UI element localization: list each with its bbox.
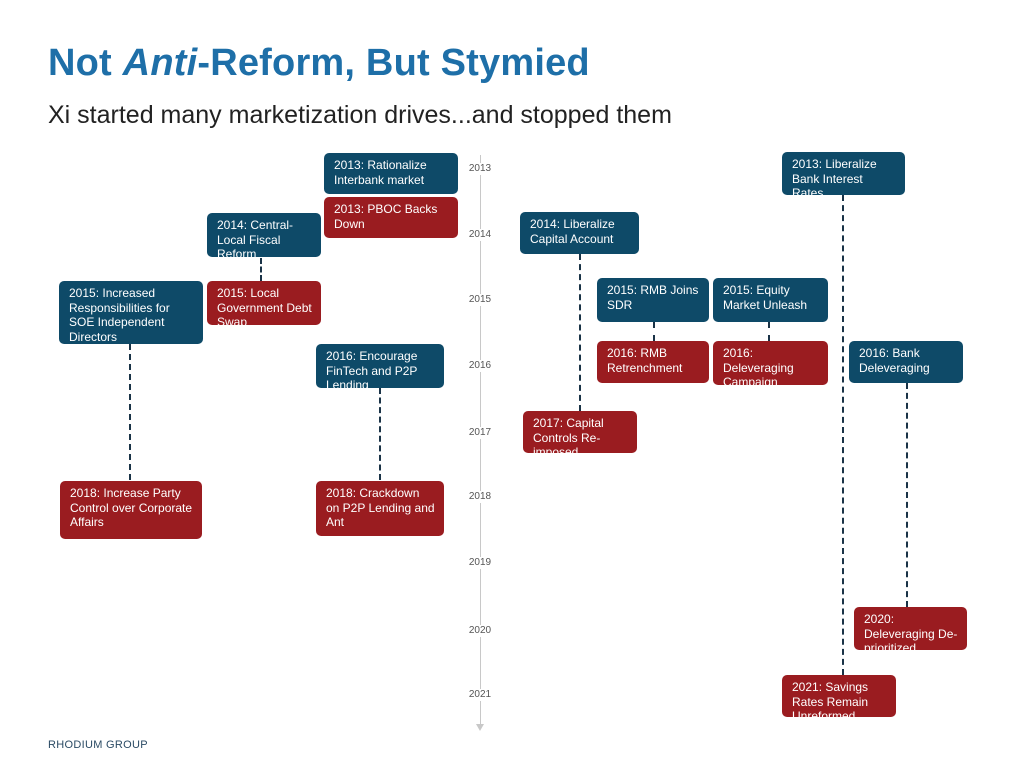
event-2014-capital: 2014: Liberalize Capital Account — [520, 212, 639, 254]
timeline-axis — [480, 155, 481, 725]
year-label-2015: 2015 — [465, 294, 495, 306]
footer-brand: RHODIUM GROUP — [48, 739, 148, 751]
event-2016-bank-delever: 2016: Bank Deleveraging — [849, 341, 963, 383]
event-2013-interbank: 2013: Rationalize Interbank market — [324, 153, 458, 194]
event-2021-savings: 2021: Savings Rates Remain Unreformed — [782, 675, 896, 717]
slide-subtitle: Xi started many marketization drives...a… — [48, 101, 672, 129]
event-2015-debt-swap: 2015: Local Government Debt Swap — [207, 281, 321, 325]
year-label-2018: 2018 — [465, 491, 495, 503]
event-2016-fintech: 2016: Encourage FinTech and P2P Lending — [316, 344, 444, 388]
connector-rates-savings — [842, 195, 844, 675]
event-2017-controls: 2017: Capital Controls Re-imposed — [523, 411, 637, 453]
year-label-2021: 2021 — [465, 689, 495, 701]
event-2014-fiscal: 2014: Central-Local Fiscal Reform — [207, 213, 321, 257]
event-2020-deprioritized: 2020: Deleveraging De-prioritized — [854, 607, 967, 650]
event-2016-retrench: 2016: RMB Retrenchment — [597, 341, 709, 383]
connector-fiscal-debt-swap — [260, 258, 262, 281]
event-2015-equity: 2015: Equity Market Unleash — [713, 278, 828, 322]
event-2018-party: 2018: Increase Party Control over Corpor… — [60, 481, 202, 539]
event-2016-delever-campaign: 2016: Deleveraging Campaign — [713, 341, 828, 385]
event-2013-rates: 2013: Liberalize Bank Interest Rates — [782, 152, 905, 195]
year-label-2020: 2020 — [465, 625, 495, 637]
timeline-arrow-icon — [476, 724, 484, 731]
event-2015-soe: 2015: Increased Responsibilities for SOE… — [59, 281, 203, 344]
slide-title: Not Anti-Reform, But Stymied — [48, 42, 590, 85]
title-emphasis: Anti — [122, 42, 198, 84]
connector-equity-delever — [768, 322, 770, 341]
year-label-2016: 2016 — [465, 360, 495, 372]
year-label-2017: 2017 — [465, 427, 495, 439]
year-label-2013: 2013 — [465, 163, 495, 175]
connector-soe-party — [129, 344, 131, 480]
event-2018-p2p: 2018: Crackdown on P2P Lending and Ant — [316, 481, 444, 536]
event-2015-sdr: 2015: RMB Joins SDR — [597, 278, 709, 322]
connector-sdr-retrench — [653, 322, 655, 341]
connector-capital-controls — [579, 254, 581, 411]
year-label-2014: 2014 — [465, 229, 495, 241]
year-label-2019: 2019 — [465, 557, 495, 569]
title-suffix: -Reform, But Stymied — [197, 42, 590, 84]
connector-fintech-p2p — [379, 388, 381, 480]
event-2013-pboc: 2013: PBOC Backs Down — [324, 197, 458, 238]
title-prefix: Not — [48, 42, 123, 84]
connector-bank-delever-deprioritized — [906, 383, 908, 607]
